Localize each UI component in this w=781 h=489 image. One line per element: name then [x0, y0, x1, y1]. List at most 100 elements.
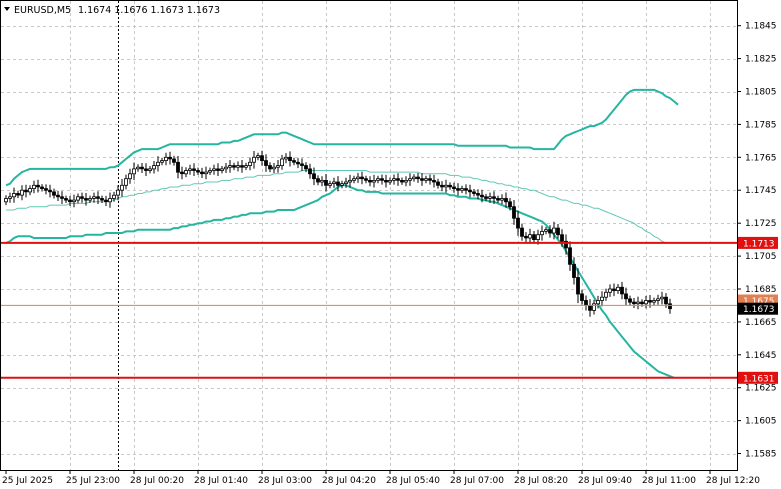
candle [84, 193, 88, 206]
candle-body [316, 178, 320, 183]
candle-body [456, 188, 460, 191]
x-tick-label-8: 28 Jul 08:20 [514, 476, 568, 486]
candle [260, 150, 264, 166]
candle-body [144, 168, 148, 171]
candle-body [608, 288, 612, 293]
x-tick-label-11: 28 Jul 12:20 [706, 476, 760, 486]
candle-body [640, 301, 644, 305]
candle-body [76, 196, 80, 201]
plot-border [0, 0, 738, 471]
candle [484, 193, 488, 202]
y-tick-label-8: 1.1685 [745, 285, 777, 295]
candle-body [492, 196, 496, 199]
candle-body [136, 166, 140, 170]
candle-body [60, 196, 64, 199]
candle [388, 177, 392, 185]
candle [620, 281, 624, 300]
bollinger-lower-line [5, 184, 675, 379]
candle [520, 223, 524, 241]
candle [16, 190, 20, 199]
price-line-badge-label: 1.1675 [743, 297, 775, 307]
support-badge-1-bg [738, 371, 778, 384]
candle-body [616, 286, 620, 291]
candle [380, 174, 384, 185]
candle [604, 288, 608, 301]
candle-body [192, 168, 196, 171]
candle [184, 167, 188, 178]
candle-body [84, 198, 88, 201]
candle [616, 284, 620, 294]
candle [420, 173, 424, 186]
support-badge-1-label: 1.1631 [743, 374, 775, 384]
candle-body [424, 178, 428, 181]
candle [72, 194, 76, 208]
candle-body [660, 296, 664, 300]
candle-body [452, 186, 456, 190]
candle-body [416, 176, 420, 180]
y-tick-label-5: 1.1745 [745, 186, 777, 196]
candle [152, 161, 156, 174]
x-tick-label-4: 28 Jul 03:00 [258, 476, 312, 486]
candle [460, 185, 464, 194]
candle [556, 224, 560, 239]
candle [508, 198, 512, 211]
candle [328, 180, 332, 189]
current-price-badge-bg [738, 302, 778, 315]
candle [416, 172, 420, 183]
support-badge-1: 1.1631 [738, 371, 778, 384]
candle-body [548, 229, 552, 234]
candle [100, 195, 104, 203]
y-tick-label-7: 1.1705 [745, 252, 777, 262]
candle [276, 160, 280, 173]
candle-body [48, 189, 52, 193]
candle-body [280, 158, 284, 166]
candle-body [600, 296, 604, 301]
x-tick-label-2: 28 Jul 00:20 [130, 476, 184, 486]
candle [140, 163, 144, 173]
candle [432, 174, 436, 188]
price-axis: 1.1845 1.1825 1.1805 1.1785 1.1765 1.1745 1.17… [737, 22, 777, 460]
candle [224, 163, 228, 173]
candle-body [160, 160, 164, 163]
candle-body [388, 179, 392, 183]
candle-body [364, 178, 368, 181]
candle [176, 156, 180, 179]
candle [272, 163, 276, 173]
candle-body [24, 189, 28, 193]
candle [220, 166, 224, 174]
candle-body [432, 179, 436, 183]
candle-body [72, 199, 76, 203]
candle [80, 192, 84, 203]
candle-body [156, 161, 160, 167]
candle-body [560, 234, 564, 242]
candle [352, 175, 356, 184]
candle-body [296, 161, 300, 165]
y-tick-label-12: 1.1605 [745, 417, 777, 427]
candle-body [124, 178, 128, 186]
candle-body [596, 300, 600, 305]
candle [340, 180, 344, 189]
candle [304, 162, 308, 173]
x-tick-label-3: 28 Jul 01:40 [194, 476, 248, 486]
candle [436, 178, 440, 189]
ohlc-label: 1.1674 1.1676 1.1673 1.1673 [78, 5, 220, 16]
candle-body [460, 188, 464, 191]
candle [24, 184, 28, 198]
candle [364, 175, 368, 184]
candle-body [120, 184, 124, 191]
candle-body [256, 155, 260, 158]
candle [424, 175, 428, 184]
y-tick-label-0: 1.1845 [745, 22, 777, 32]
candle-body [88, 198, 92, 201]
candle [652, 297, 656, 305]
candle-body [360, 176, 364, 180]
y-tick-label-10: 1.1645 [745, 351, 777, 361]
candle-body [28, 188, 32, 193]
triangle-down-icon[interactable] [4, 7, 10, 11]
candle [396, 173, 400, 186]
candle [516, 210, 520, 236]
x-tick-label-5: 28 Jul 04:20 [322, 476, 376, 486]
candle [632, 298, 636, 308]
y-tick-label-3: 1.1785 [745, 120, 777, 130]
